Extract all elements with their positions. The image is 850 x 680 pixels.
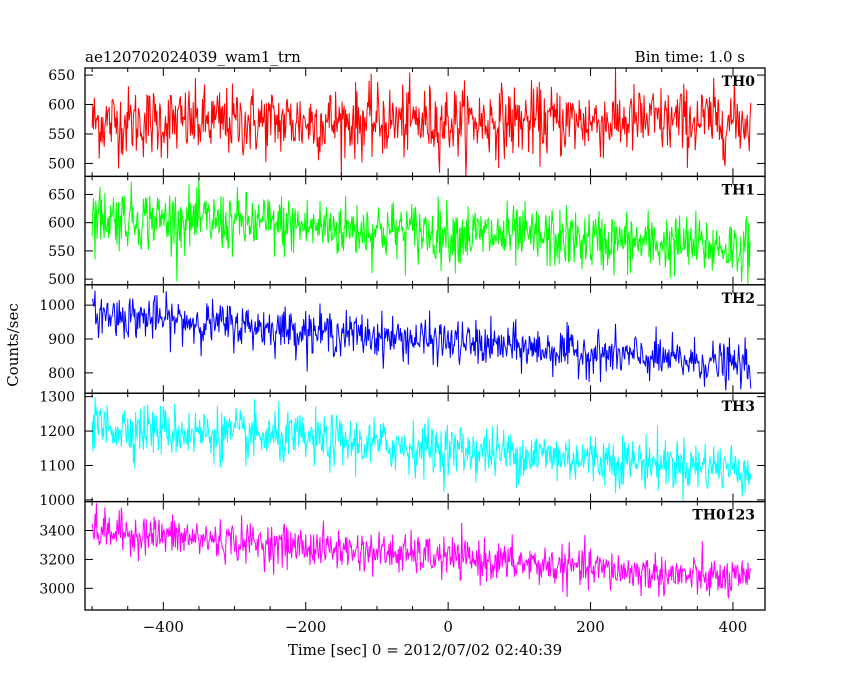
series-line-th2 <box>91 290 752 391</box>
y-tick-label: 650 <box>48 68 75 84</box>
y-axis-label: Counts/sec <box>4 303 22 387</box>
y-tick-label: 650 <box>48 187 75 203</box>
y-tick-label: 1000 <box>39 298 75 314</box>
panel-label-th1: TH1 <box>722 182 755 198</box>
x-tick-label: −400 <box>143 618 184 636</box>
x-axis-label: Time [sec] 0 = 2012/07/02 02:40:39 <box>288 641 562 659</box>
series-line-th0123 <box>91 503 752 599</box>
y-tick-label: 3200 <box>39 552 75 568</box>
y-tick-label: 1200 <box>39 424 75 440</box>
chart-title: ae120702024039_wam1_trn <box>85 48 301 66</box>
y-tick-label: 800 <box>48 366 75 382</box>
panel-frame <box>84 500 766 611</box>
series-line-th1 <box>91 176 752 285</box>
y-tick-label: 600 <box>48 216 75 232</box>
y-tick-label: 1300 <box>39 390 75 406</box>
y-tick-label: 600 <box>48 98 75 114</box>
y-tick-label: 3400 <box>39 524 75 540</box>
panel-label-th3: TH3 <box>722 399 755 415</box>
panel-frame <box>84 175 766 286</box>
panel-frame <box>84 284 766 394</box>
series-line-th0 <box>91 68 752 177</box>
y-tick-label: 500 <box>48 156 75 172</box>
y-tick-label: 900 <box>48 332 75 348</box>
y-tick-label: 3000 <box>39 581 75 597</box>
x-tick-label: 0 <box>443 618 453 636</box>
x-tick-label: 200 <box>576 618 605 636</box>
y-tick-label: 500 <box>48 272 75 288</box>
panel-label-th0123: TH0123 <box>692 508 755 524</box>
series-line-th3 <box>91 397 752 502</box>
bin-time-label: Bin time: 1.0 s <box>635 48 745 66</box>
y-tick-label: 1100 <box>39 458 75 474</box>
panel-frame <box>84 392 766 503</box>
panel-label-th2: TH2 <box>722 291 755 307</box>
x-tick-label: 400 <box>719 618 748 636</box>
panels-group: 500 550 600 650 TH0 500 550 600 650 TH1 800 900 1000… <box>39 67 766 636</box>
x-tick-label: −200 <box>285 618 326 636</box>
panel-label-th0: TH0 <box>722 74 756 90</box>
y-tick-label: 550 <box>48 127 75 143</box>
y-tick-label: 1000 <box>39 493 75 509</box>
y-tick-label: 550 <box>48 244 75 260</box>
